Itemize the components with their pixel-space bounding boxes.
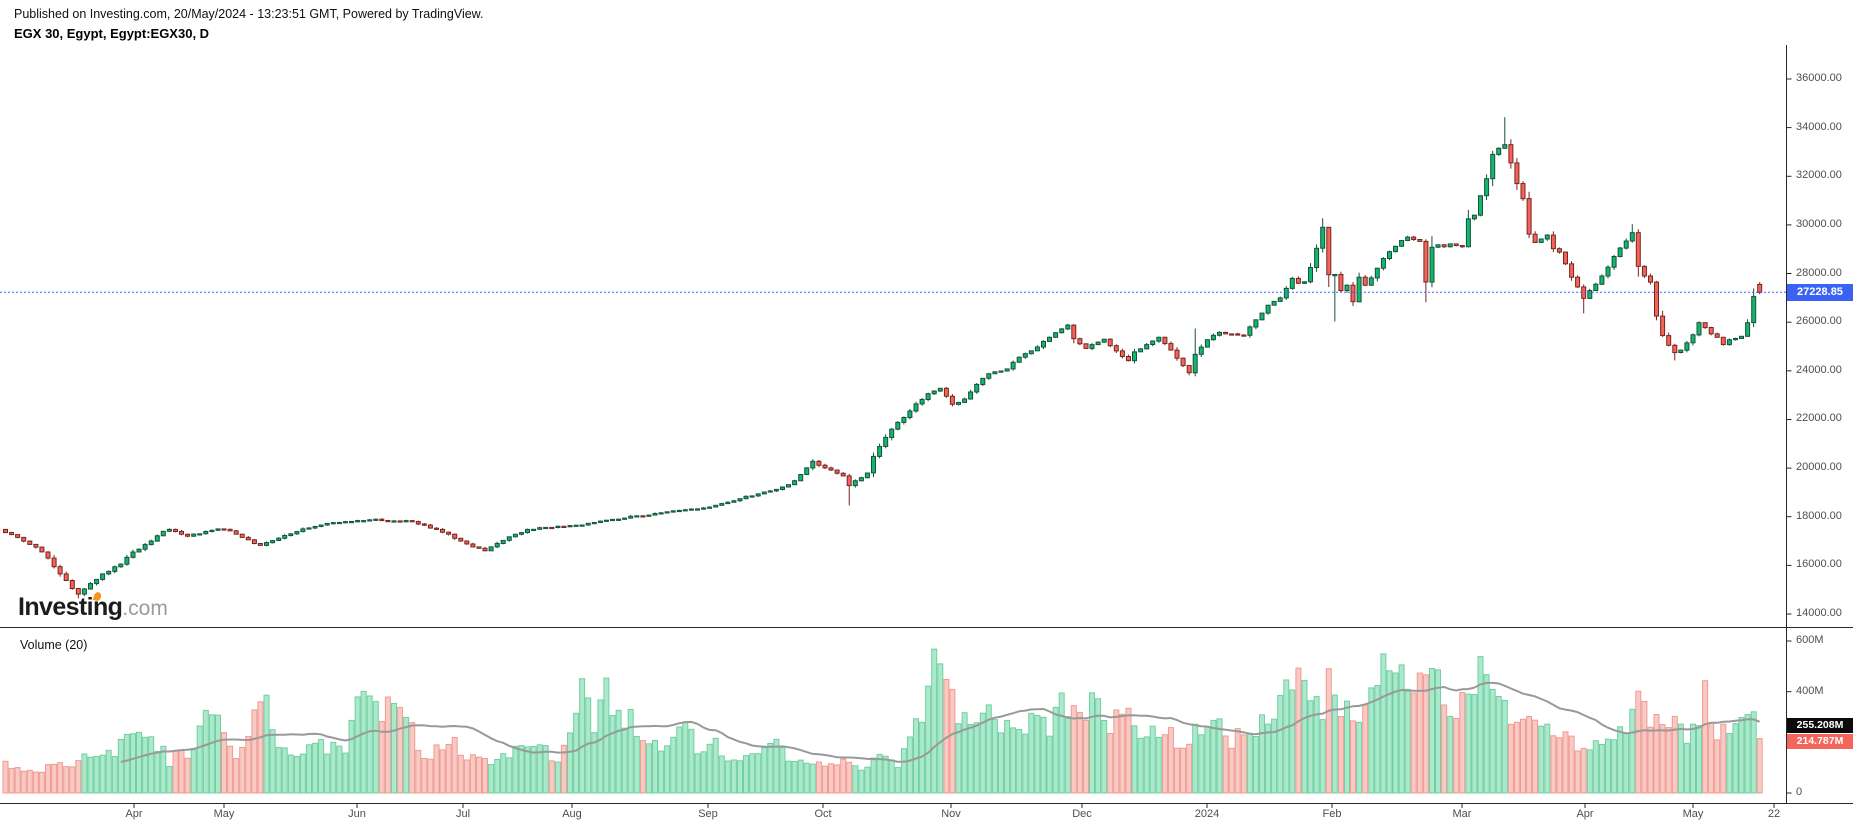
price-tick-label: 20000.00 bbox=[1796, 461, 1842, 473]
volume-bars bbox=[2, 648, 1763, 794]
time-tick-label: Jun bbox=[348, 808, 366, 820]
price-tick-label: 36000.00 bbox=[1796, 72, 1842, 84]
price-tick-label: 28000.00 bbox=[1796, 267, 1842, 279]
time-tick-label: May bbox=[1682, 808, 1704, 820]
time-tick-label: Oct bbox=[814, 808, 832, 820]
time-tick-label: Feb bbox=[1322, 808, 1342, 820]
volume-tick-label: 0 bbox=[1796, 786, 1803, 798]
time-tick-label: May bbox=[213, 808, 235, 820]
volume-tick-label: 400M bbox=[1796, 685, 1824, 697]
price-tick-label: 14000.00 bbox=[1796, 607, 1842, 619]
time-tick-label: Nov bbox=[941, 808, 961, 820]
time-tick-label: Sep bbox=[698, 808, 718, 820]
volume-ma-line bbox=[120, 681, 1761, 763]
time-tick-label: Mar bbox=[1452, 808, 1472, 820]
time-tick-label: Apr bbox=[1576, 808, 1594, 820]
price-tick-label: 30000.00 bbox=[1796, 218, 1842, 230]
price-tick-label: 26000.00 bbox=[1796, 315, 1842, 327]
volume-ma-badge: 255.208M bbox=[1787, 718, 1853, 733]
time-tick-label: Dec bbox=[1072, 808, 1092, 820]
time-tick-label: 2024 bbox=[1194, 808, 1220, 820]
time-tick-label: Apr bbox=[125, 808, 143, 820]
price-tick-label: 18000.00 bbox=[1796, 510, 1842, 522]
investing-logo: Investing.com bbox=[18, 591, 168, 622]
time-tick-label: Jul bbox=[455, 808, 471, 820]
price-tick-label: 16000.00 bbox=[1796, 558, 1842, 570]
candles bbox=[3, 117, 1763, 599]
time-tick-label: Aug bbox=[562, 808, 582, 820]
price-tick-label: 22000.00 bbox=[1796, 412, 1842, 424]
last-price-badge: 27228.85 bbox=[1787, 284, 1853, 301]
price-tick-label: 32000.00 bbox=[1796, 169, 1842, 181]
published-line: Published on Investing.com, 20/May/2024 … bbox=[14, 7, 484, 21]
price-tick-label: 24000.00 bbox=[1796, 364, 1842, 376]
price-tick-label: 34000.00 bbox=[1796, 121, 1842, 133]
logo-brand-text: Investing bbox=[18, 593, 123, 621]
last-volume-badge: 214.787M bbox=[1787, 734, 1853, 749]
time-tick-label: 22 bbox=[1767, 808, 1781, 820]
volume-indicator-label: Volume (20) bbox=[20, 638, 88, 652]
volume-tick-label: 600M bbox=[1796, 634, 1824, 646]
logo-suffix-text: .com bbox=[122, 597, 168, 620]
instrument-title: EGX 30, Egypt, Egypt:EGX30, D bbox=[14, 26, 210, 41]
